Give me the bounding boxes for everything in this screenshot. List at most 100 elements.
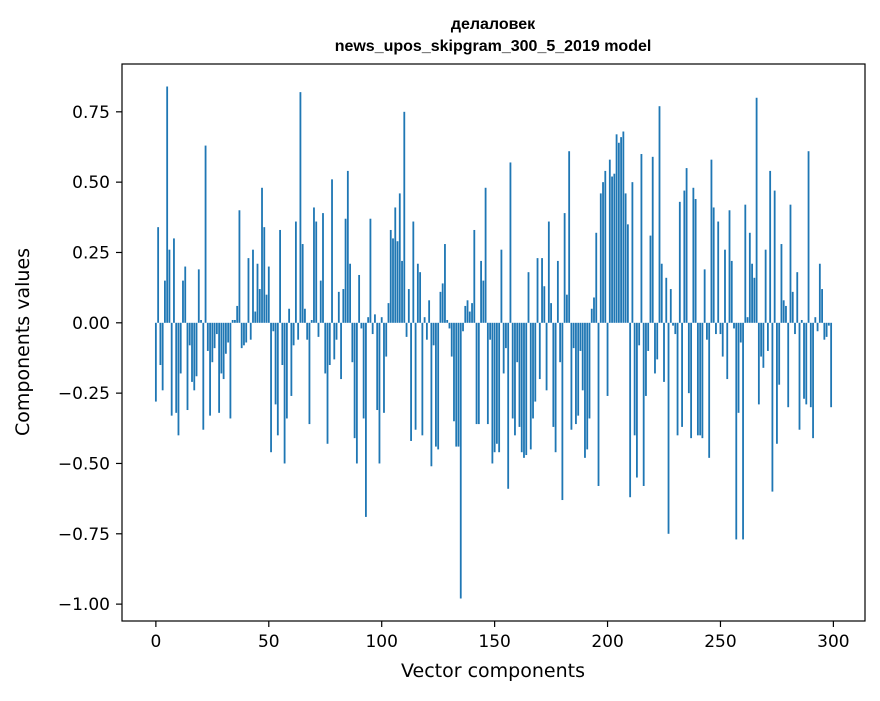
bar — [457, 322, 460, 447]
bar — [694, 199, 697, 323]
y-tick-label: 0.75 — [72, 103, 110, 123]
bar — [699, 322, 702, 436]
bar — [224, 322, 227, 354]
x-tick-label: 0 — [150, 632, 161, 652]
bar — [398, 193, 401, 323]
bar — [168, 249, 171, 323]
bar — [830, 322, 833, 408]
y-tick-label: 0.25 — [72, 243, 110, 263]
bar — [746, 317, 749, 323]
bar — [757, 322, 760, 405]
bar — [428, 300, 431, 323]
bar — [261, 187, 263, 323]
bar — [247, 258, 250, 323]
bar — [283, 322, 286, 464]
bar — [383, 322, 385, 413]
bar — [762, 322, 765, 368]
bar — [575, 322, 577, 425]
bar — [665, 277, 668, 323]
bar — [696, 322, 699, 436]
bar — [647, 322, 650, 351]
bar — [304, 308, 306, 323]
bar — [376, 322, 379, 411]
bar — [622, 131, 625, 323]
bar — [367, 317, 370, 323]
chart-subtitle: news_upos_skipgram_300_5_2019 model — [335, 38, 652, 55]
x-tick-label: 300 — [817, 632, 849, 652]
bar — [791, 291, 794, 323]
bar — [157, 227, 160, 323]
bar — [798, 322, 801, 430]
bar — [800, 319, 803, 323]
bar — [209, 322, 211, 416]
bar — [414, 322, 417, 430]
y-tick-label: 0.50 — [72, 173, 110, 193]
bar — [739, 322, 742, 343]
bar — [430, 322, 433, 467]
bar — [365, 322, 367, 517]
bar — [240, 322, 243, 349]
bar — [629, 322, 632, 498]
bar — [401, 260, 403, 323]
bar — [342, 289, 345, 323]
bar — [197, 269, 200, 323]
bar — [281, 322, 284, 366]
bar — [780, 244, 783, 323]
bar — [651, 156, 654, 323]
bar — [317, 322, 320, 337]
bar — [473, 229, 476, 323]
y-tick-label: −0.50 — [58, 454, 110, 474]
bar — [480, 260, 482, 323]
bar — [721, 322, 724, 357]
bar — [267, 266, 270, 323]
bar — [818, 263, 821, 323]
bar — [301, 244, 304, 323]
bar — [265, 294, 268, 323]
bar — [439, 291, 442, 323]
bar — [595, 232, 598, 323]
bar — [527, 272, 530, 323]
bar — [243, 322, 245, 346]
bar — [489, 322, 492, 340]
bar — [446, 319, 449, 323]
bar — [335, 322, 338, 340]
bar — [789, 204, 792, 323]
bar — [252, 249, 254, 323]
bar — [807, 151, 810, 323]
bar — [319, 280, 322, 323]
bar — [432, 322, 435, 346]
bar — [608, 159, 611, 323]
bar — [389, 229, 392, 323]
bar — [742, 322, 744, 540]
bar — [159, 322, 162, 366]
bar — [412, 221, 415, 323]
bar — [568, 151, 571, 323]
bar — [358, 274, 361, 323]
bar — [715, 322, 717, 335]
bar — [642, 322, 645, 486]
bar — [346, 170, 349, 323]
bar — [730, 260, 733, 323]
bar — [444, 244, 446, 323]
bar — [466, 300, 469, 323]
bar — [717, 221, 720, 323]
bar — [378, 322, 381, 464]
bar — [462, 322, 464, 332]
bar — [672, 322, 674, 326]
bar — [685, 168, 688, 323]
bar — [547, 221, 550, 323]
bar — [505, 322, 507, 349]
bar — [236, 305, 239, 323]
bar — [538, 322, 541, 380]
bar — [419, 272, 422, 323]
y-tick-label: −0.25 — [58, 384, 110, 404]
bar — [529, 322, 532, 450]
bar — [362, 322, 365, 419]
bar — [611, 176, 613, 323]
bar — [593, 297, 595, 323]
bar — [380, 317, 383, 323]
bar — [423, 317, 426, 323]
bar — [776, 322, 778, 444]
y-tick-label: −1.00 — [58, 595, 110, 615]
